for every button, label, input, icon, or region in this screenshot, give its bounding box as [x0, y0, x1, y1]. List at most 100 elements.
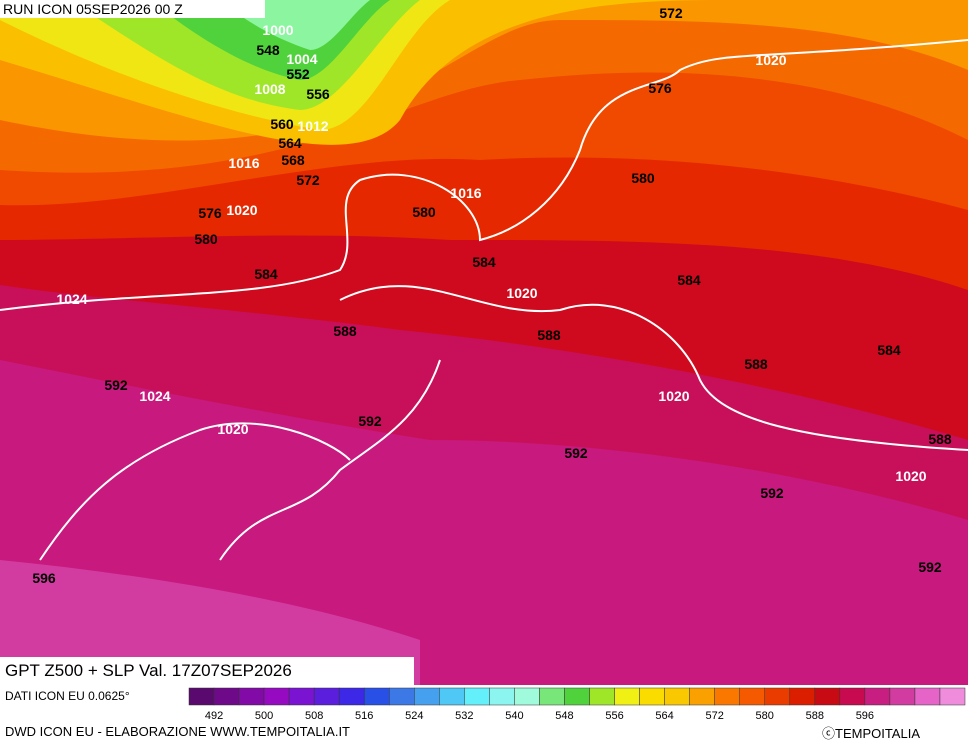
copyright: ⓒTEMPOITALIA: [822, 726, 920, 741]
height-label: 552: [286, 66, 310, 82]
colorbar-label: 548: [555, 710, 573, 722]
colorbar-label: 500: [255, 710, 273, 722]
isobar: [39, 422, 351, 561]
colorbar-label: 532: [455, 710, 473, 722]
height-label: 592: [918, 559, 942, 575]
colorbar-swatch: [714, 687, 740, 706]
band: [0, 560, 420, 685]
colorbar-swatch: [889, 687, 916, 706]
height-label: 580: [412, 204, 436, 220]
height-label: 584: [877, 342, 901, 358]
header-box: [0, 0, 265, 18]
pressure-label: 1024: [56, 291, 87, 307]
colorbar-swatch: [514, 687, 540, 706]
colorbar-swatch: [464, 687, 490, 706]
colorbar-swatch: [238, 687, 265, 706]
colorbar: 492 500 508 516 524 532 540 548 556 564 572 580 588 5…: [188, 687, 966, 722]
colorbar-swatch: [864, 687, 891, 706]
colorbar-swatch: [539, 687, 565, 706]
colorbar-swatch: [914, 687, 941, 706]
colorbar-swatch: [389, 687, 415, 706]
pressure-label: 1016: [228, 155, 259, 171]
colorbar-label: 516: [355, 710, 373, 722]
colorbar-swatch: [939, 687, 966, 706]
colorbar-swatch: [263, 687, 290, 706]
isobars: [0, 39, 968, 561]
product-title: GPT Z500 + SLP Val. 17Z07SEP2026: [5, 661, 292, 680]
height-label: 556: [306, 86, 330, 102]
pressure-label: 1008: [254, 81, 285, 97]
pressure-label: 1000: [262, 22, 293, 38]
colorbar-swatch: [363, 687, 390, 706]
colorbar-swatch: [213, 687, 240, 706]
height-label: 560: [270, 116, 294, 132]
height-label: 588: [333, 323, 357, 339]
pressure-label: 1004: [286, 51, 317, 67]
height-label: 584: [677, 272, 701, 288]
pressure-label: 1020: [506, 285, 537, 301]
pressure-label: 1020: [658, 388, 689, 404]
colorbar-label: 524: [405, 710, 423, 722]
pressure-label: 1020: [217, 421, 248, 437]
height-label: 576: [198, 205, 222, 221]
pressure-label: 1024: [139, 388, 170, 404]
colorbar-label: 492: [205, 710, 223, 722]
pressure-label: 1020: [755, 52, 786, 68]
colorbar-swatch: [338, 687, 365, 706]
colorbar-label: 588: [806, 710, 824, 722]
credit: DWD ICON EU - ELABORAZIONE WWW.TEMPOITAL…: [5, 724, 350, 739]
height-label: 580: [194, 231, 218, 247]
colorbar-swatch: [564, 687, 590, 706]
height-label: 548: [256, 42, 280, 58]
colorbar-swatch: [789, 687, 816, 706]
colorbar-swatch: [764, 687, 791, 706]
height-label: 588: [928, 431, 952, 447]
colorbar-swatch: [313, 687, 340, 706]
colorbar-swatch: [839, 687, 866, 706]
height-label: 584: [254, 266, 278, 282]
height-label: 592: [358, 413, 382, 429]
height-label: 588: [537, 327, 561, 343]
colorbar-swatch: [288, 687, 315, 706]
height-label: 576: [648, 80, 672, 96]
height-label: 568: [281, 152, 305, 168]
colorbar-swatch: [739, 687, 765, 706]
colorbar-swatch: [639, 687, 665, 706]
height-label: 580: [631, 170, 655, 186]
pressure-label: 1012: [297, 118, 328, 134]
height-label: 584: [472, 254, 496, 270]
colorbar-swatch: [489, 687, 515, 706]
pressure-label: 1016: [450, 185, 481, 201]
data-source: DATI ICON EU 0.0625°: [5, 689, 130, 703]
colorbar-swatch: [814, 687, 841, 706]
colorbar-label: 580: [756, 710, 774, 722]
colorbar-swatch: [614, 687, 640, 706]
colorbar-swatch: [414, 687, 440, 706]
isobar: [219, 359, 441, 561]
height-label: 592: [104, 377, 128, 393]
height-label: 596: [32, 570, 56, 586]
colorbar-label: 564: [655, 710, 673, 722]
title-box: [0, 657, 414, 685]
height-label: 572: [296, 172, 320, 188]
isobar: [339, 285, 968, 451]
isobar: [0, 39, 968, 311]
colorbar-swatch: [439, 687, 465, 706]
colorbar-swatch: [589, 687, 615, 706]
run-label: RUN ICON 05SEP2026 00 Z: [3, 1, 183, 17]
height-label: 564: [278, 135, 302, 151]
colorbar-label: 596: [856, 710, 874, 722]
pressure-label: 1020: [226, 202, 257, 218]
height-label: 572: [659, 5, 683, 21]
colorbar-swatch: [689, 687, 715, 706]
height-label: 588: [744, 356, 768, 372]
colorbar-label: 508: [305, 710, 323, 722]
colorbar-swatch: [188, 687, 215, 706]
height-label: 592: [760, 485, 784, 501]
colorbar-label: 572: [705, 710, 723, 722]
height-label: 592: [564, 445, 588, 461]
pressure-label: 1020: [895, 468, 926, 484]
